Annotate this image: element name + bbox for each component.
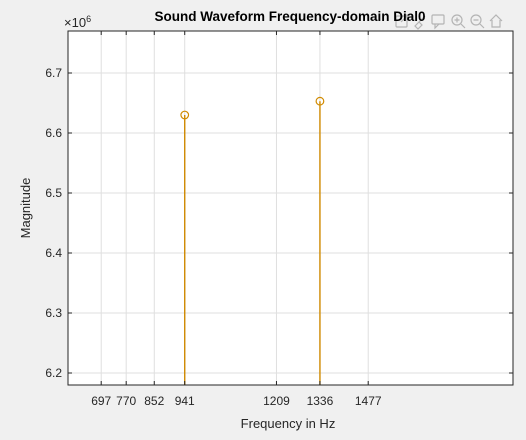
zoom-out-icon[interactable] xyxy=(470,14,485,29)
zoom-in-icon[interactable] xyxy=(451,14,466,29)
y-tick-label: 6.6 xyxy=(45,126,62,140)
y-tick-label: 6.2 xyxy=(45,366,62,380)
x-tick-label: 1336 xyxy=(307,394,334,408)
grid-lines xyxy=(68,31,513,385)
x-tick-label: 770 xyxy=(116,394,136,408)
x-tick-label: 852 xyxy=(144,394,164,408)
stem-series xyxy=(180,96,325,385)
y-tick-label: 6.3 xyxy=(45,306,62,320)
x-tick-label: 1477 xyxy=(355,394,382,408)
chart-title: Sound Waveform Frequency-domain Dial0 xyxy=(154,9,425,24)
export-icon[interactable] xyxy=(395,14,409,28)
axes-toolbar[interactable] xyxy=(395,14,503,30)
stem-marker xyxy=(315,96,325,106)
y-exponent-base: ×10 xyxy=(64,15,86,30)
y-tick-label: 6.7 xyxy=(45,66,62,80)
y-axis-label: Magnitude xyxy=(18,178,33,239)
x-tick-label: 697 xyxy=(91,394,111,408)
y-exponent-power: 6 xyxy=(86,14,91,24)
x-axis-label: Frequency in Hz xyxy=(241,416,336,431)
brush-icon[interactable] xyxy=(414,15,426,30)
x-tick-label: 1209 xyxy=(263,394,290,408)
plot-area xyxy=(68,31,513,385)
stem-marker xyxy=(180,110,190,120)
home-icon[interactable] xyxy=(489,14,503,28)
data-tip-icon[interactable] xyxy=(431,14,445,30)
axes: 697 770 852 941 1209 1336 1477 6.2 6.3 6.4 6.5 6.6 6… xyxy=(45,31,513,408)
y-exponent-label: ×106 xyxy=(64,14,91,30)
y-tick-label: 6.5 xyxy=(45,186,62,200)
y-tick-label: 6.4 xyxy=(45,246,62,260)
x-tick-label: 941 xyxy=(175,394,195,408)
plot-box xyxy=(67,30,514,386)
